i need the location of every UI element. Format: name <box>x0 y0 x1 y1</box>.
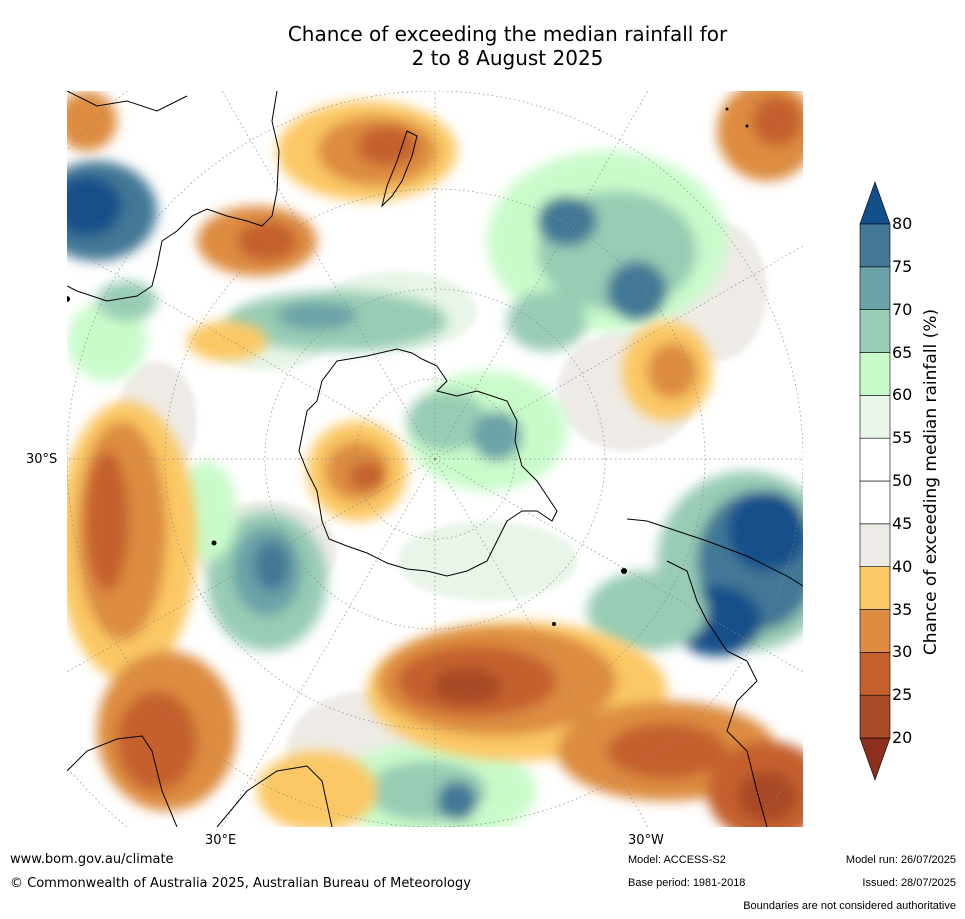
colorbar-label: Chance of exceeding median rainfall (%) <box>921 308 941 656</box>
colorbar-bin-60_65 <box>859 352 891 396</box>
colorbar-bin-20_25 <box>859 694 891 739</box>
colorbar-bin-50_55 <box>859 437 891 482</box>
disclaimer-text: Boundaries are not considered authoritat… <box>743 900 956 912</box>
colorbar <box>859 181 891 781</box>
colorbar-bin-70_75 <box>859 266 891 310</box>
island-coastline <box>67 91 188 112</box>
colorbar-bin-45_50 <box>859 480 891 525</box>
colorbar-tick-60: 60 <box>892 385 913 405</box>
colorbar-tick-20: 20 <box>892 728 913 747</box>
issued-text: Issued: 28/07/2025 <box>862 877 956 889</box>
colorbar-bin-25_30 <box>859 652 891 696</box>
model-run-text: Model run: 26/07/2025 <box>845 854 956 866</box>
latitude-label-30s: 30°S <box>26 452 58 467</box>
colorbar-bin-40_45 <box>859 523 891 567</box>
map-title-line2: 2 to 8 August 2025 <box>411 46 604 70</box>
madagascar-coastline <box>381 130 418 208</box>
colorbar-tick-70: 70 <box>892 299 913 319</box>
colorbar-tick-35: 35 <box>892 599 913 619</box>
colorbar-bin-65_70 <box>859 309 891 353</box>
small-islands <box>67 107 749 626</box>
colorbar-bin-75_80 <box>859 223 891 268</box>
colorbar-tick-65: 65 <box>892 342 913 362</box>
colorbar-tick-45: 45 <box>892 513 913 533</box>
colorbar-bin-55_60 <box>859 395 891 439</box>
coastlines <box>67 91 803 827</box>
graticule <box>67 91 803 827</box>
colorbar-bin-35_40 <box>859 566 891 610</box>
map-title-line1: Chance of exceeding the median rainfall … <box>287 22 728 46</box>
copyright-text: © Commonwealth of Australia 2025, Austra… <box>10 876 471 891</box>
south-america-coastline <box>626 518 803 587</box>
australia-coastline <box>67 735 178 827</box>
australia-east-coastline <box>216 765 333 827</box>
south-america-coastline-2 <box>666 560 768 827</box>
colorbar-tick-25: 25 <box>892 685 913 705</box>
rainfall-probability-map <box>67 91 803 827</box>
colorbar-tick-40: 40 <box>892 556 913 576</box>
antarctica-coastline <box>298 348 558 577</box>
website-text: www.bom.gov.au/climate <box>10 852 174 867</box>
colorbar-tick-30: 30 <box>892 642 913 662</box>
colorbar-extend-high <box>859 181 891 225</box>
base-period-text: Base period: 1981-2018 <box>628 877 746 889</box>
colorbar-tick-50: 50 <box>892 471 913 490</box>
africa-coastline <box>67 91 280 302</box>
colorbar-tick-75: 75 <box>892 256 913 276</box>
above-median-areas <box>67 151 803 827</box>
colorbar-tick-55: 55 <box>892 428 913 448</box>
longitude-label-30e: 30°E <box>205 833 237 848</box>
colorbar-bin-30_35 <box>859 609 891 653</box>
colorbar-tick-80: 80 <box>892 214 913 233</box>
below-median-areas <box>67 91 803 827</box>
colorbar-extend-low <box>859 737 891 781</box>
model-text: Model: ACCESS-S2 <box>628 854 726 866</box>
longitude-label-30w: 30°W <box>628 833 664 848</box>
